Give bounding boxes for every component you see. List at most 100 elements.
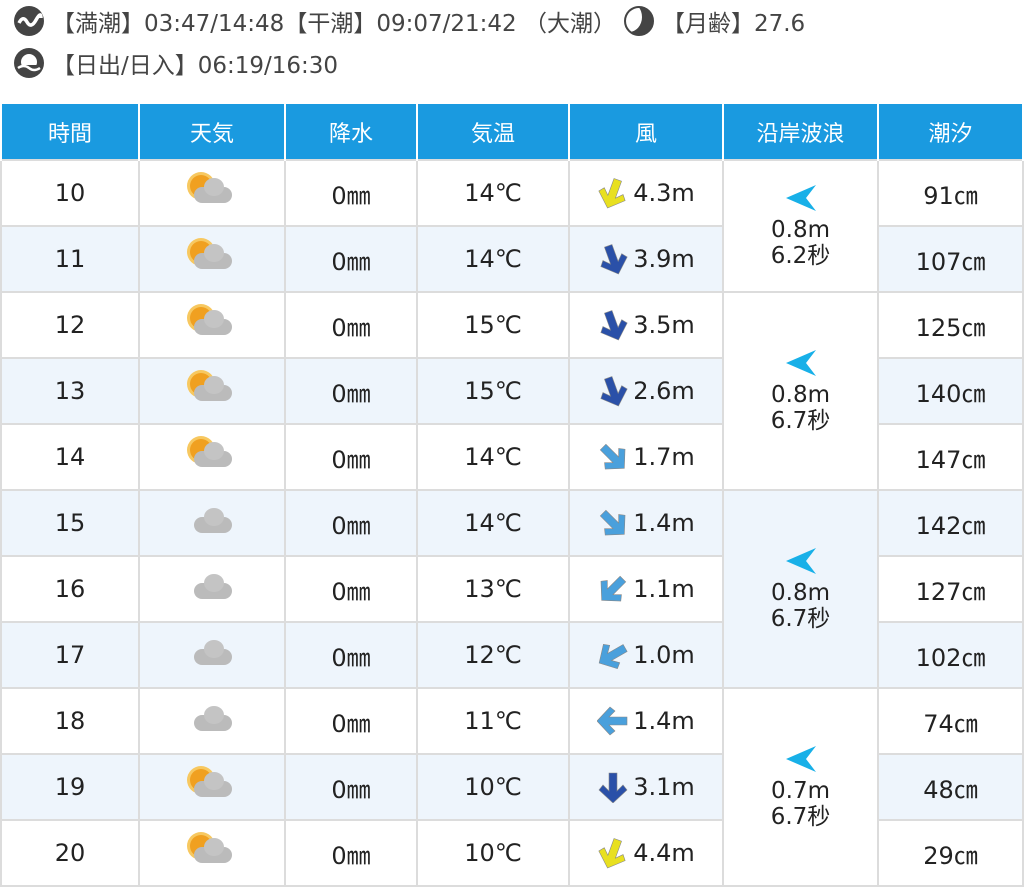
wind-speed: 3.5m bbox=[633, 311, 695, 339]
precipitation-cell: 0㎜ bbox=[284, 489, 418, 557]
sun-cloud-icon bbox=[188, 305, 236, 339]
tide-cell: 91㎝ bbox=[877, 159, 1024, 227]
tide-cell: 140㎝ bbox=[877, 357, 1024, 425]
sun-info: 【日出/日入】06:19/16:30 bbox=[14, 46, 338, 80]
precipitation-cell: 0㎜ bbox=[284, 555, 418, 623]
wind-arrow-icon bbox=[600, 575, 627, 602]
tide-cell: 142㎝ bbox=[877, 489, 1024, 557]
hour-cell: 17 bbox=[0, 621, 140, 689]
cloud-icon bbox=[188, 503, 236, 537]
temperature-cell: 10℃ bbox=[416, 819, 570, 887]
hour-cell: 20 bbox=[0, 819, 140, 887]
wave-cell: 0.8m 6.2秒 bbox=[722, 159, 879, 293]
hour-cell: 14 bbox=[0, 423, 140, 491]
table-row: 13 0㎜ 15℃ 2.6m 140㎝ bbox=[0, 357, 1024, 425]
sun-cloud-icon bbox=[188, 371, 236, 405]
wave-height: 0.7m bbox=[771, 778, 830, 804]
weather-cell bbox=[138, 687, 286, 755]
precipitation-cell: 0㎜ bbox=[284, 753, 418, 821]
tide-cell: 48㎝ bbox=[877, 753, 1024, 821]
wind-speed: 2.6m bbox=[633, 377, 695, 405]
wind-speed: 3.9m bbox=[633, 245, 695, 273]
table-row: 14 0㎜ 14℃ 1.7m 147㎝ bbox=[0, 423, 1024, 491]
precipitation-cell: 0㎜ bbox=[284, 819, 418, 887]
precipitation-cell: 0㎜ bbox=[284, 423, 418, 491]
hour-cell: 13 bbox=[0, 357, 140, 425]
wind-arrow-icon bbox=[598, 772, 628, 803]
wave-direction-icon bbox=[785, 548, 816, 574]
weather-cell bbox=[138, 555, 286, 623]
moon-age: 【月齢】27.6 bbox=[661, 11, 806, 37]
weather-cell bbox=[138, 819, 286, 887]
table-row: 16 0㎜ 13℃ 1.1m 127㎝ bbox=[0, 555, 1024, 623]
wind-arrow-icon bbox=[598, 178, 626, 209]
weather-cell bbox=[138, 621, 286, 689]
precipitation-cell: 0㎜ bbox=[284, 225, 418, 293]
wind-cell: 1.1m bbox=[568, 555, 724, 623]
weather-cell bbox=[138, 159, 286, 227]
wind-speed: 3.1m bbox=[633, 773, 695, 801]
header-temperature: 気温 bbox=[416, 104, 570, 160]
wind-cell: 1.7m bbox=[568, 423, 724, 491]
tide-cell: 102㎝ bbox=[877, 621, 1024, 689]
header-hour: 時間 bbox=[0, 104, 140, 160]
cloud-icon bbox=[188, 635, 236, 669]
hour-cell: 16 bbox=[0, 555, 140, 623]
temperature-cell: 11℃ bbox=[416, 687, 570, 755]
wind-cell: 2.6m bbox=[568, 357, 724, 425]
table-row: 11 0㎜ 14℃ 3.9m 107㎝ bbox=[0, 225, 1024, 293]
table-row: 18 0㎜ 11℃ 1.4m 0.7m 6.7秒 74㎝ bbox=[0, 687, 1024, 887]
tide-wave-icon bbox=[14, 6, 44, 36]
sun-cloud-icon bbox=[188, 767, 236, 801]
temperature-cell: 14℃ bbox=[416, 225, 570, 293]
table-row: 17 0㎜ 12℃ 1.0m 102㎝ bbox=[0, 621, 1024, 689]
wind-speed: 1.4m bbox=[633, 707, 695, 735]
sun-cloud-icon bbox=[188, 239, 236, 273]
wave-height: 0.8m bbox=[771, 382, 830, 408]
wave-cell: 0.7m 6.7秒 bbox=[722, 687, 879, 887]
wave-direction-icon bbox=[785, 350, 816, 376]
weather-cell bbox=[138, 291, 286, 359]
table-row: 15 0㎜ 14℃ 1.4m 0.8m 6.7秒 142㎝ bbox=[0, 489, 1024, 689]
tide-cell: 147㎝ bbox=[877, 423, 1024, 491]
wind-arrow-icon bbox=[600, 310, 628, 341]
wind-cell: 4.3m bbox=[568, 159, 724, 227]
wind-cell: 1.4m bbox=[568, 687, 724, 755]
weather-cell bbox=[138, 357, 286, 425]
hour-cell: 15 bbox=[0, 489, 140, 557]
precipitation-cell: 0㎜ bbox=[284, 687, 418, 755]
moon-phase-icon bbox=[623, 6, 654, 36]
temperature-cell: 12℃ bbox=[416, 621, 570, 689]
wind-cell: 1.4m bbox=[568, 489, 724, 557]
temperature-cell: 13℃ bbox=[416, 555, 570, 623]
sun-cloud-icon bbox=[188, 833, 236, 867]
temperature-cell: 15℃ bbox=[416, 291, 570, 359]
wind-speed: 4.3m bbox=[633, 179, 695, 207]
tide-cell: 29㎝ bbox=[877, 819, 1024, 887]
wind-speed: 1.0m bbox=[633, 641, 695, 669]
tide-info: 【満潮】03:47/14:48【干潮】09:07/21:42 （大潮） 【月齢】… bbox=[14, 4, 805, 38]
header-wind: 風 bbox=[568, 104, 724, 160]
table-row: 10 0㎜ 14℃ 4.3m 0.8m 6.2秒 91㎝ bbox=[0, 159, 1024, 293]
wave-height: 0.8m bbox=[771, 580, 830, 606]
wind-cell: 3.5m bbox=[568, 291, 724, 359]
table-row: 19 0㎜ 10℃ 3.1m 48㎝ bbox=[0, 753, 1024, 821]
header-coastal-wave: 沿岸波浪 bbox=[722, 104, 879, 160]
wave-direction-icon bbox=[785, 185, 816, 211]
hour-cell: 12 bbox=[0, 291, 140, 359]
hour-cell: 10 bbox=[0, 159, 140, 227]
precipitation-cell: 0㎜ bbox=[284, 159, 418, 227]
sunrise-icon bbox=[14, 48, 44, 78]
wave-cell: 0.8m 6.7秒 bbox=[722, 489, 879, 689]
wind-arrow-icon bbox=[600, 509, 626, 536]
wave-period: 6.7秒 bbox=[770, 804, 831, 830]
tide-cell: 107㎝ bbox=[877, 225, 1024, 293]
weather-cell bbox=[138, 489, 286, 557]
wind-arrow-icon bbox=[600, 244, 628, 275]
sun-cloud-icon bbox=[188, 437, 236, 471]
wave-direction-icon bbox=[785, 746, 816, 772]
header-precipitation: 降水 bbox=[284, 104, 418, 160]
wind-cell: 4.4m bbox=[568, 819, 724, 887]
wind-cell: 1.0m bbox=[568, 621, 724, 689]
tide-cell: 127㎝ bbox=[877, 555, 1024, 623]
